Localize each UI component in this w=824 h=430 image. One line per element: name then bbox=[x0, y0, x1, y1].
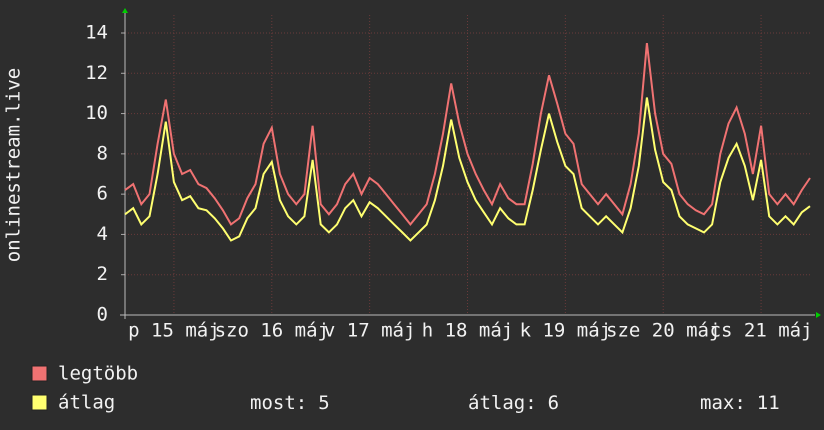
axis-arrow bbox=[816, 312, 821, 318]
y-tick-label: 6 bbox=[97, 183, 108, 205]
y-tick-label: 4 bbox=[97, 223, 108, 245]
x-tick-label: cs 21 máj bbox=[710, 320, 813, 342]
legend-label: átlag bbox=[58, 392, 115, 414]
x-tick-label: szo 16 máj bbox=[215, 320, 329, 342]
series-line bbox=[124, 97, 811, 242]
stat: max: 11 bbox=[700, 392, 780, 414]
stat-label: átlag: bbox=[468, 392, 537, 414]
y-tick-label: 0 bbox=[97, 304, 108, 326]
y-tick-label: 2 bbox=[97, 263, 108, 285]
x-tick-label: k 19 máj bbox=[520, 320, 612, 342]
stat: most: 5 bbox=[250, 392, 330, 414]
stat-label: max: bbox=[700, 392, 746, 414]
y-tick-label: 8 bbox=[97, 142, 108, 164]
y-axis-label: onlinestream.live bbox=[3, 68, 25, 262]
x-tick-label: h 18 máj bbox=[422, 320, 514, 342]
stat: átlag: 6 bbox=[468, 392, 559, 414]
stat-value: 5 bbox=[318, 392, 329, 414]
legend-label: legtöbb bbox=[58, 363, 138, 385]
series-line bbox=[124, 42, 811, 226]
x-tick-label: sze 20 máj bbox=[606, 320, 720, 342]
y-tick-label: 12 bbox=[85, 62, 108, 84]
y-tick-label: 14 bbox=[85, 22, 108, 44]
y-tick-label: 10 bbox=[85, 102, 108, 124]
stat-value: 11 bbox=[757, 392, 780, 414]
x-tick-label: p 15 máj bbox=[128, 320, 220, 342]
axis-arrow bbox=[122, 8, 128, 13]
legend-swatch bbox=[31, 394, 48, 411]
stat-value: 6 bbox=[548, 392, 559, 414]
legend-swatch bbox=[31, 365, 48, 382]
stat-label: most: bbox=[250, 392, 307, 414]
x-tick-label: v 17 máj bbox=[324, 320, 416, 342]
